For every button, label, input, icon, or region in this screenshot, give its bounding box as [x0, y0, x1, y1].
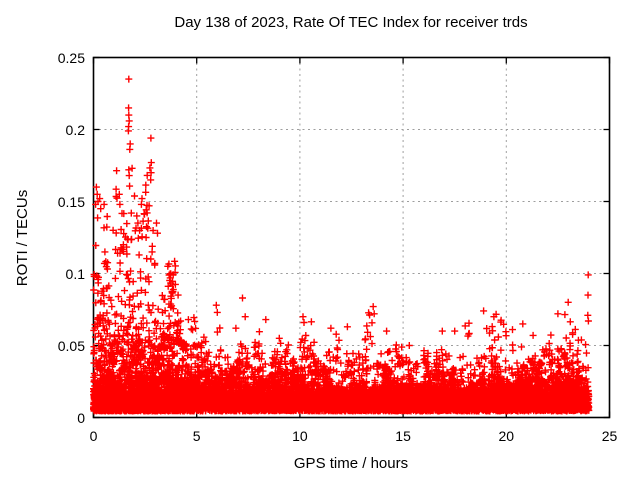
x-tick-label: 15 [395, 428, 411, 444]
x-tick-label: 25 [601, 428, 618, 444]
x-tick-label: 5 [192, 428, 201, 444]
y-tick-label: 0.2 [65, 121, 85, 138]
y-tick-label: 0.15 [57, 193, 85, 210]
y-tick-label: 0.25 [57, 49, 85, 66]
y-tick-label: 0.05 [57, 337, 85, 354]
x-tick-label: 10 [292, 428, 308, 444]
chart-title: Day 138 of 2023, Rate Of TEC Index for r… [174, 14, 528, 31]
x-axis-label: GPS time / hours [293, 455, 409, 472]
x-tick-label: 0 [89, 428, 98, 444]
x-tick-label: 20 [498, 428, 515, 444]
plot-border [92, 56, 611, 419]
y-tick-label: 0.1 [65, 265, 85, 282]
y-tick-label: 0 [77, 409, 85, 426]
scatter-points [90, 75, 593, 415]
